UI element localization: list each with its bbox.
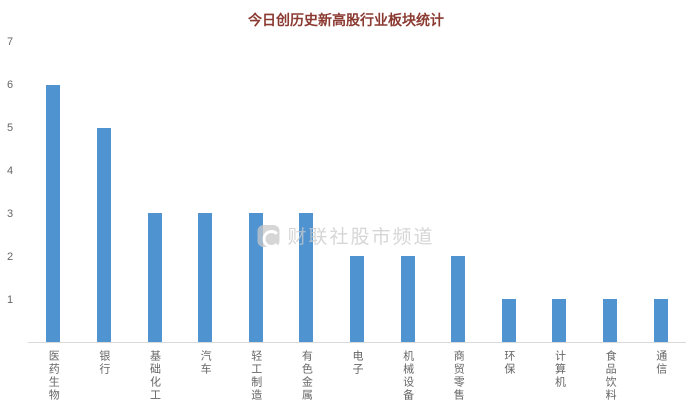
bar-slot (180, 42, 231, 342)
bar-slot (28, 42, 79, 342)
bar-slot (433, 42, 484, 342)
bar (653, 299, 668, 342)
y-axis-label: 1 (7, 294, 14, 306)
bar-slot (281, 42, 332, 342)
x-axis-label: 医药生物 (47, 350, 60, 402)
bar (198, 213, 213, 342)
x-axis-label: 食品饮料 (604, 350, 617, 402)
x-axis-label: 通信 (654, 350, 667, 376)
plot-area (28, 42, 686, 343)
y-axis-label: 2 (7, 251, 14, 263)
bar (400, 256, 415, 342)
x-axis-label: 银行 (97, 350, 110, 376)
bar-slot (534, 42, 585, 342)
bar-slot (635, 42, 686, 342)
bar-slot (332, 42, 383, 342)
chart-title: 今日创历史新高股行业板块统计 (248, 12, 444, 28)
y-axis-label: 6 (7, 79, 14, 91)
x-axis-label: 基础化工 (148, 350, 161, 402)
y-axis-label: 4 (7, 165, 14, 177)
bar-slot (79, 42, 130, 342)
bars-container (28, 42, 686, 342)
bar (96, 127, 111, 342)
bar (501, 299, 516, 342)
bar-slot (129, 42, 180, 342)
bar (552, 299, 567, 342)
x-axis-label: 汽车 (199, 350, 212, 376)
watermark: 财联社股市频道 (257, 222, 434, 249)
bar (451, 256, 466, 342)
x-axis-label: 轻工制造 (249, 350, 262, 402)
bar-slot (382, 42, 433, 342)
x-axis-label: 环保 (502, 350, 515, 376)
y-axis-label: 5 (7, 122, 14, 134)
bar (46, 84, 61, 342)
y-axis-label: 7 (7, 36, 14, 48)
bar (299, 213, 314, 342)
x-axis-label: 电子 (351, 350, 363, 376)
bar (349, 256, 364, 342)
bar-slot (230, 42, 281, 342)
watermark-logo-icon (257, 224, 281, 248)
x-axis-label: 有色金属 (300, 350, 313, 402)
x-axis-label: 机械设备 (401, 350, 414, 402)
bar (603, 299, 617, 342)
bar (147, 213, 162, 342)
x-axis-label: 商贸零售 (452, 350, 465, 402)
y-axis-label: 3 (7, 208, 14, 220)
bar-slot (585, 42, 636, 342)
bar-slot (483, 42, 534, 342)
x-axis-label: 计算机 (553, 350, 566, 389)
watermark-text: 财联社股市频道 (287, 227, 435, 248)
